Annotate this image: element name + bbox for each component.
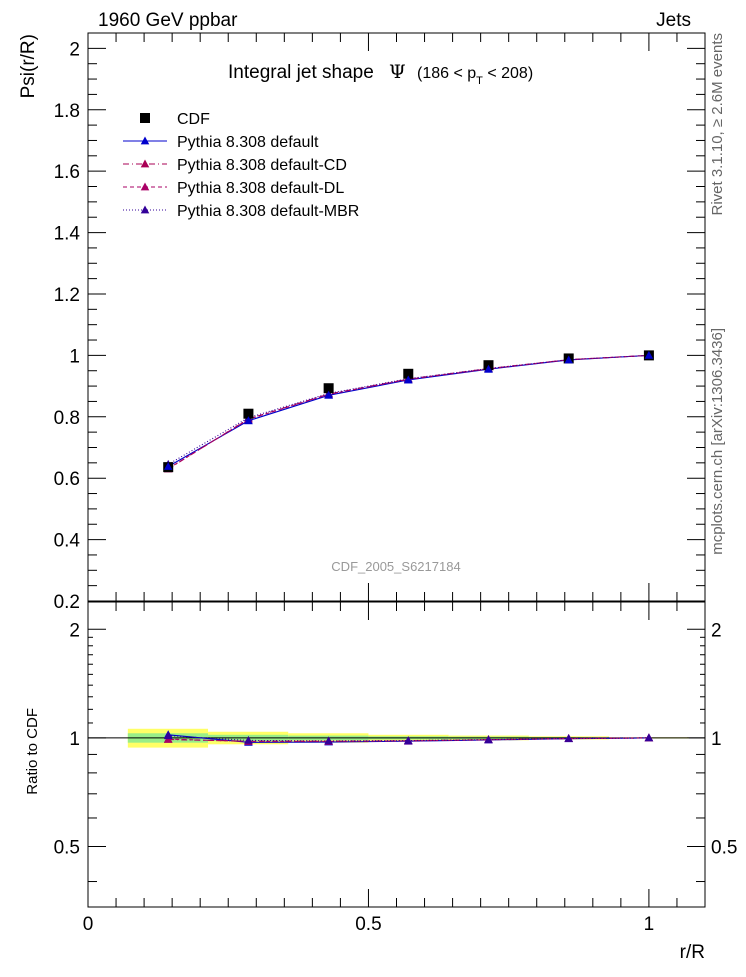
chart-title-range-sub: T [476, 75, 483, 87]
y-tick-label: 1.2 [54, 285, 80, 306]
x-axis: 0 0.5 1 [83, 33, 706, 935]
legend-marker-data [140, 113, 150, 123]
ratio-y-axis-label: Ratio to CDF [24, 708, 41, 795]
chart-title-symbol: Ψ [389, 61, 406, 83]
energy-label: 1960 GeV ppbar [98, 10, 238, 31]
chart-title-text: Integral jet shape [228, 62, 374, 83]
ratio-series-point [244, 735, 253, 744]
data-point [243, 408, 254, 419]
series-point [564, 355, 573, 364]
y-tick-label: 0.6 [54, 469, 80, 490]
ratio-series-point [163, 731, 173, 740]
y-tick-label: 2 [69, 39, 80, 60]
chart-title-range: (186 < p [417, 65, 476, 82]
chart-title-range-suffix: < 208) [483, 65, 533, 82]
series-point [324, 390, 333, 399]
series-point [404, 375, 413, 384]
x-tick-label: 0.5 [355, 914, 381, 935]
legend-marker [140, 159, 150, 168]
series-point [244, 416, 253, 425]
ratio-series-point [484, 735, 493, 744]
ratio-series-point [324, 736, 333, 745]
y-axis-label: Psi(r/R) [18, 34, 39, 98]
legend-marker [140, 182, 150, 191]
legend-marker [140, 136, 150, 145]
y-tick-label: 1.8 [54, 101, 80, 122]
ratio-y-tick-label: 2 [69, 620, 80, 641]
y-tick-label: 1 [69, 346, 80, 367]
ratio-y-tick-label-right: 2 [711, 620, 722, 641]
y-tick-label: 0.2 [54, 592, 80, 613]
x-axis-label: r/R [680, 942, 705, 963]
chart-title: Integral jet shape Ψ (186 < pT < 208) [228, 61, 533, 87]
ratio-y-tick-label-right: 1 [711, 729, 722, 750]
data-point [323, 383, 334, 394]
ratio-plot-frame [87, 601, 706, 908]
y-tick-label: 0.8 [54, 408, 80, 429]
main-series-group [163, 350, 654, 473]
series-point [644, 350, 654, 359]
ratio-y-axis: 0.5 0.5 1 1 2 2 [54, 620, 737, 883]
mcplots-label: mcplots.cern.ch [arXiv:1306.3436] [709, 328, 726, 555]
x-tick-label: 1 [644, 914, 655, 935]
ratio-series-point [404, 736, 413, 744]
ratio-y-tick-label: 0.5 [54, 838, 80, 859]
legend-label: Pythia 8.308 default-MBR [177, 203, 359, 220]
legend-label: Pythia 8.308 default-DL [177, 180, 344, 197]
ratio-series-group [163, 730, 654, 746]
ratio-y-tick-label-right: 0.5 [711, 838, 737, 859]
y-tick-label: 1.6 [54, 162, 80, 183]
legend-label: CDF [177, 111, 210, 128]
ratio-y-tick-label: 1 [69, 729, 80, 750]
series-point [484, 364, 493, 373]
analysis-id: CDF_2005_S6217184 [331, 559, 460, 574]
legend-label: Pythia 8.308 default [177, 134, 319, 151]
y-tick-label: 1.4 [54, 224, 81, 245]
series-point [163, 462, 173, 470]
legend-marker [140, 205, 150, 214]
rivet-label: Rivet 3.1.10, ≥ 2.6M events [709, 33, 726, 216]
category-label: Jets [656, 10, 691, 31]
legend: CDF Pythia 8.308 default Pythia 8.308 defa… [123, 111, 359, 220]
ratio-series-point [564, 734, 573, 742]
y-tick-label: 0.4 [54, 531, 81, 552]
x-tick-label: 0 [83, 914, 94, 935]
legend-label: Pythia 8.308 default-CD [177, 157, 347, 174]
main-y-axis: 0.2 0.4 0.6 0.8 1 1.2 1.4 1.6 1.8 2 [54, 32, 705, 613]
ratio-series-point [644, 733, 654, 742]
data-point [403, 368, 414, 379]
